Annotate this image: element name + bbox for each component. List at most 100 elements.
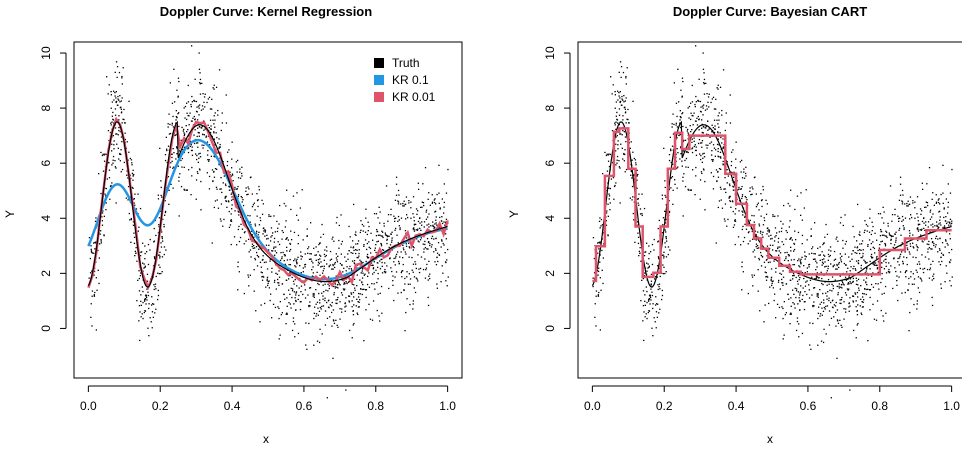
data-point <box>253 236 255 238</box>
data-point <box>887 225 889 227</box>
data-point <box>815 277 818 279</box>
data-point <box>323 253 326 256</box>
data-point <box>702 168 705 170</box>
data-point <box>742 214 744 216</box>
data-point <box>908 330 910 332</box>
data-point <box>432 221 434 223</box>
data-point <box>401 270 403 272</box>
data-point <box>266 279 268 282</box>
data-point <box>614 91 616 93</box>
data-point <box>703 93 706 95</box>
chart-title: Doppler Curve: Kernel Regression <box>160 4 372 19</box>
data-point <box>211 242 213 244</box>
data-point <box>238 271 240 273</box>
data-point <box>599 242 601 244</box>
data-point <box>218 146 221 148</box>
data-point <box>305 344 307 346</box>
data-point <box>890 235 892 237</box>
data-point <box>836 357 838 359</box>
data-point <box>950 285 952 287</box>
data-point <box>345 270 347 272</box>
data-point <box>822 310 825 312</box>
data-point <box>390 208 392 210</box>
data-point <box>884 285 887 288</box>
data-point <box>90 316 92 318</box>
data-point <box>406 214 408 216</box>
data-point <box>684 159 686 162</box>
data-point <box>880 231 882 233</box>
data-point <box>353 284 355 286</box>
data-point <box>906 270 908 272</box>
data-point <box>871 230 873 232</box>
data-point <box>333 294 335 296</box>
data-point <box>240 216 242 218</box>
data-point <box>760 193 762 195</box>
data-point <box>907 289 909 292</box>
data-point <box>95 241 97 243</box>
data-point <box>304 297 307 299</box>
data-point <box>799 277 801 279</box>
data-point <box>108 177 111 179</box>
data-point <box>883 211 885 213</box>
data-point <box>748 231 750 233</box>
data-point <box>597 295 600 297</box>
data-point <box>945 222 948 225</box>
data-point <box>213 88 215 90</box>
data-point <box>835 301 837 304</box>
data-point <box>776 232 778 234</box>
data-point <box>137 279 139 281</box>
data-point <box>722 163 724 165</box>
data-point <box>196 111 198 113</box>
data-point <box>241 228 244 230</box>
data-point <box>704 209 706 211</box>
data-point <box>214 156 216 158</box>
data-point <box>207 154 209 156</box>
y-tick-label: 10 <box>543 46 557 60</box>
data-point <box>250 176 252 178</box>
data-point <box>171 124 173 126</box>
data-point <box>283 260 285 262</box>
data-point <box>617 90 619 92</box>
data-point <box>833 259 835 261</box>
data-point <box>761 199 763 201</box>
data-point <box>664 180 666 182</box>
data-point <box>187 148 189 150</box>
data-point <box>618 108 621 110</box>
data-point <box>817 317 819 320</box>
data-point <box>873 264 876 266</box>
data-point <box>380 245 383 247</box>
data-point <box>435 203 437 205</box>
data-point <box>859 252 861 255</box>
data-point <box>764 266 766 268</box>
data-point <box>753 215 755 217</box>
data-point <box>724 177 726 179</box>
data-point <box>247 186 249 188</box>
data-point <box>286 297 288 299</box>
data-point <box>702 68 705 70</box>
data-point <box>814 278 816 280</box>
data-point <box>120 100 122 102</box>
data-point <box>752 238 754 240</box>
data-point <box>934 246 937 248</box>
data-point <box>842 283 844 285</box>
data-point <box>863 299 865 301</box>
data-point <box>248 238 250 240</box>
data-point <box>391 270 393 273</box>
data-point <box>681 96 683 98</box>
data-point <box>394 220 396 222</box>
data-point <box>598 241 600 244</box>
data-point <box>377 234 380 236</box>
data-point <box>701 146 703 148</box>
data-point <box>712 127 714 129</box>
data-point <box>940 287 942 289</box>
data-point <box>910 214 912 216</box>
data-point <box>866 267 868 269</box>
data-point <box>178 180 180 182</box>
data-point <box>765 279 768 281</box>
data-point <box>103 235 105 237</box>
data-point <box>117 134 119 136</box>
data-point <box>259 321 261 323</box>
data-point <box>935 194 937 196</box>
data-point <box>372 273 374 275</box>
data-point <box>645 313 647 315</box>
